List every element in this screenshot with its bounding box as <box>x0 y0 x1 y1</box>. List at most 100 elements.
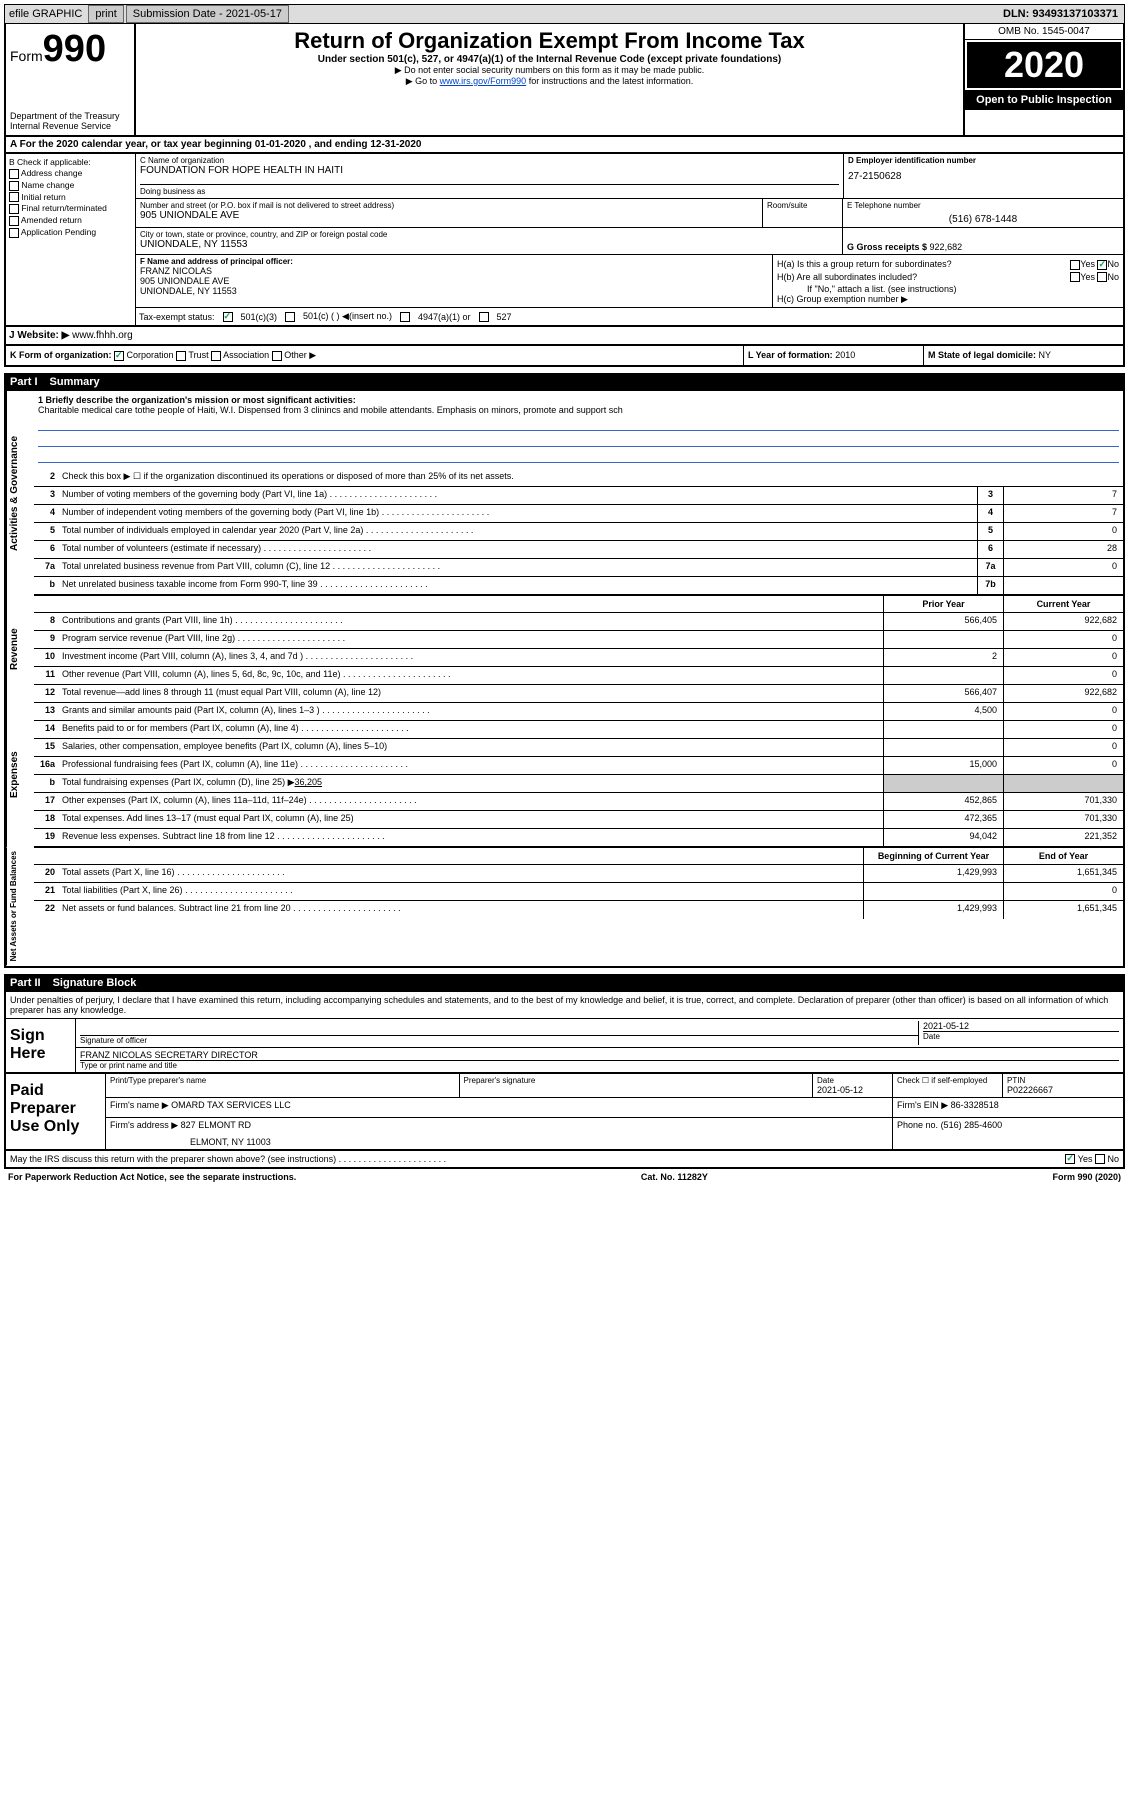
hb-label: H(b) Are all subordinates included? <box>777 272 917 283</box>
firm-name: OMARD TAX SERVICES LLC <box>171 1100 291 1110</box>
l12-prior: 566,407 <box>883 685 1003 702</box>
discuss-yes[interactable] <box>1065 1154 1075 1164</box>
ein-label: D Employer identification number <box>848 156 1119 165</box>
dept-treasury: Department of the Treasury <box>10 111 130 121</box>
ha-no[interactable] <box>1097 260 1107 270</box>
year-formation: 2010 <box>835 350 855 360</box>
l16a-current: 0 <box>1003 757 1123 774</box>
line-16a: Professional fundraising fees (Part IX, … <box>58 757 883 774</box>
type-name-label: Type or print name and title <box>80 1060 1119 1070</box>
discuss-no[interactable] <box>1095 1154 1105 1164</box>
city-label: City or town, state or province, country… <box>140 230 838 239</box>
paid-preparer-label: Paid Preparer Use Only <box>6 1074 106 1149</box>
line-12: Total revenue—add lines 8 through 11 (mu… <box>58 685 883 702</box>
dln: DLN: 93493137103371 <box>997 6 1124 22</box>
l21-end: 0 <box>1003 883 1123 900</box>
check-501c3[interactable] <box>223 312 233 322</box>
irs-link[interactable]: www.irs.gov/Form990 <box>440 76 527 86</box>
l22-end: 1,651,345 <box>1003 901 1123 919</box>
line-3: Number of voting members of the governin… <box>58 487 977 504</box>
line-6-val: 28 <box>1003 541 1123 558</box>
hb-yes[interactable] <box>1070 272 1080 282</box>
ein-value: 27-2150628 <box>848 171 1119 182</box>
check-4947[interactable] <box>400 312 410 322</box>
line-5-val: 0 <box>1003 523 1123 540</box>
section-a: A For the 2020 calendar year, or tax yea… <box>4 137 1125 154</box>
city-value: UNIONDALE, NY 11553 <box>140 239 838 250</box>
form-header: Form990 Department of the Treasury Inter… <box>4 24 1125 137</box>
line-10: Investment income (Part VIII, column (A)… <box>58 649 883 666</box>
omb-number: OMB No. 1545-0047 <box>965 24 1123 40</box>
check-corp[interactable] <box>114 351 124 361</box>
ptin: P02226667 <box>1007 1085 1119 1095</box>
submission-date: Submission Date - 2021-05-17 <box>126 5 289 23</box>
line-8: Contributions and grants (Part VIII, lin… <box>58 613 883 630</box>
check-name-change[interactable] <box>9 181 19 191</box>
addr-value: 905 UNIONDALE AVE <box>140 210 758 221</box>
l17-current: 701,330 <box>1003 793 1123 810</box>
l9-prior <box>883 631 1003 648</box>
form-number: Form990 <box>10 28 130 71</box>
hb-no[interactable] <box>1097 272 1107 282</box>
line-4: Number of independent voting members of … <box>58 505 977 522</box>
sig-date: 2021-05-12 <box>923 1021 1119 1031</box>
check-final-return[interactable] <box>9 204 19 214</box>
website-row: J Website: ▶ www.fhhh.org <box>4 327 1125 346</box>
goto-note: ▶ Go to www.irs.gov/Form990 for instruct… <box>140 76 959 87</box>
side-netassets: Net Assets or Fund Balances <box>6 847 34 965</box>
col-b-label: B Check if applicable: <box>9 157 132 167</box>
org-name-label: C Name of organization <box>140 156 839 165</box>
l17-prior: 452,865 <box>883 793 1003 810</box>
l8-prior: 566,405 <box>883 613 1003 630</box>
line-6: Total number of volunteers (estimate if … <box>58 541 977 558</box>
col-current: Current Year <box>1003 596 1123 612</box>
l10-current: 0 <box>1003 649 1123 666</box>
col-beginning: Beginning of Current Year <box>863 848 1003 864</box>
public-inspection-badge: Open to Public Inspection <box>965 90 1123 110</box>
sig-date-label: Date <box>923 1031 1119 1041</box>
line-7b: Net unrelated business taxable income fr… <box>58 577 977 594</box>
ha-yes[interactable] <box>1070 260 1080 270</box>
l21-beg <box>863 883 1003 900</box>
sig-officer-label: Signature of officer <box>80 1035 918 1045</box>
l15-current: 0 <box>1003 739 1123 756</box>
tel-label: E Telephone number <box>847 201 1119 210</box>
line-5: Total number of individuals employed in … <box>58 523 977 540</box>
l11-current: 0 <box>1003 667 1123 684</box>
line-22: Net assets or fund balances. Subtract li… <box>58 901 863 919</box>
check-501c[interactable] <box>285 312 295 322</box>
check-other[interactable] <box>272 351 282 361</box>
officer-addr2: UNIONDALE, NY 11553 <box>140 286 768 296</box>
line-11: Other revenue (Part VIII, column (A), li… <box>58 667 883 684</box>
l11-prior <box>883 667 1003 684</box>
check-trust[interactable] <box>176 351 186 361</box>
officer-printed-name: FRANZ NICOLAS SECRETARY DIRECTOR <box>80 1050 1119 1060</box>
check-amended[interactable] <box>9 216 19 226</box>
prep-date: 2021-05-12 <box>817 1085 888 1095</box>
line-4-val: 7 <box>1003 505 1123 522</box>
check-initial-return[interactable] <box>9 192 19 202</box>
l20-beg: 1,429,993 <box>863 865 1003 882</box>
state-domicile: NY <box>1039 350 1052 360</box>
print-button[interactable]: print <box>88 5 123 23</box>
hc-label: H(c) Group exemption number ▶ <box>777 294 1119 305</box>
check-app-pending[interactable] <box>9 228 19 238</box>
l8-current: 922,682 <box>1003 613 1123 630</box>
check-address-change[interactable] <box>9 169 19 179</box>
check-assoc[interactable] <box>211 351 221 361</box>
part-2-header: Part IISignature Block <box>4 974 1125 992</box>
prep-name-label: Print/Type preparer's name <box>110 1076 455 1085</box>
line-13: Grants and similar amounts paid (Part IX… <box>58 703 883 720</box>
mission-text: Charitable medical care tothe people of … <box>38 405 1119 415</box>
firm-addr1: 827 ELMONT RD <box>181 1120 251 1130</box>
l12-current: 922,682 <box>1003 685 1123 702</box>
officer-name: FRANZ NICOLAS <box>140 266 768 276</box>
line-17: Other expenses (Part IX, column (A), lin… <box>58 793 883 810</box>
l18-prior: 472,365 <box>883 811 1003 828</box>
self-employed-check: Check ☐ if self-employed <box>897 1076 998 1085</box>
addr-label: Number and street (or P.O. box if mail i… <box>140 201 758 210</box>
footer-form: Form 990 (2020) <box>1052 1172 1121 1182</box>
discuss-question: May the IRS discuss this return with the… <box>10 1154 446 1165</box>
check-527[interactable] <box>479 312 489 322</box>
tel-value: (516) 678-1448 <box>847 214 1119 225</box>
